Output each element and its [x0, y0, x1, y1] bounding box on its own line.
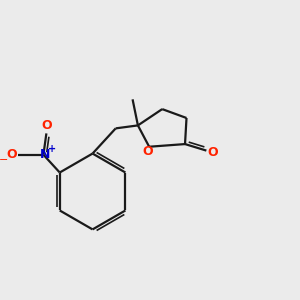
Text: +: +	[48, 144, 56, 154]
Text: −: −	[0, 155, 9, 165]
Text: O: O	[6, 148, 17, 161]
Text: O: O	[142, 145, 153, 158]
Text: O: O	[208, 146, 218, 159]
Text: O: O	[41, 119, 52, 133]
Text: N: N	[40, 148, 50, 161]
